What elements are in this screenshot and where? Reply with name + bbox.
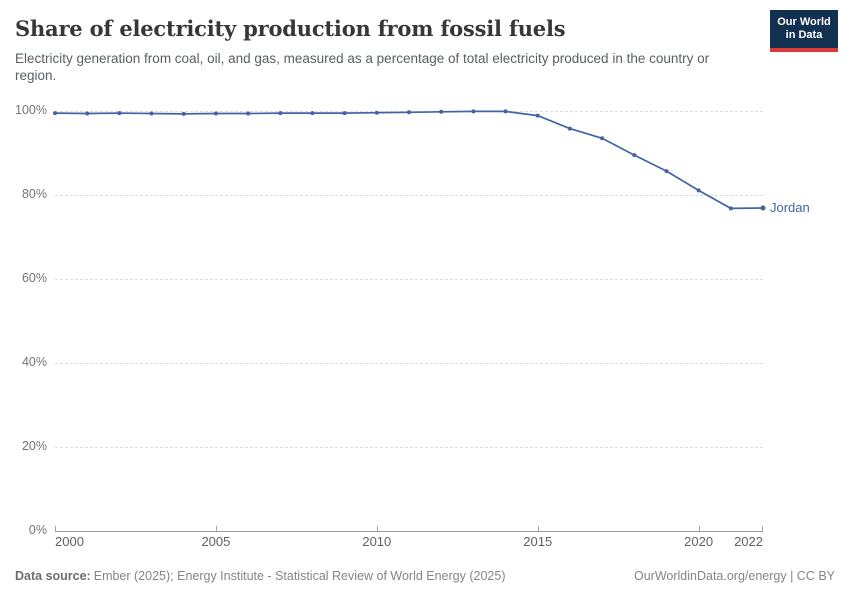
data-point bbox=[374, 110, 379, 115]
y-tick-label: 40% bbox=[21, 355, 47, 369]
chart-header: Share of electricity production from fos… bbox=[15, 10, 838, 84]
data-point bbox=[310, 111, 315, 116]
data-point bbox=[181, 111, 186, 116]
y-tick-label: 60% bbox=[21, 271, 47, 285]
data-point bbox=[246, 111, 251, 116]
gridline bbox=[55, 279, 763, 280]
x-tick bbox=[376, 526, 378, 531]
y-axis: 0% 20% 40% 60% 80% 100% bbox=[0, 103, 47, 537]
data-point bbox=[471, 109, 476, 114]
data-point bbox=[664, 169, 669, 174]
data-point bbox=[760, 205, 766, 211]
data-point bbox=[407, 110, 411, 115]
owid-logo-line1: Our World bbox=[777, 16, 831, 28]
data-point bbox=[213, 111, 218, 116]
credit-link[interactable]: OurWorldinData.org/energy | CC BY bbox=[633, 569, 835, 583]
x-tick-label: 2005 bbox=[201, 534, 231, 549]
data-point bbox=[117, 111, 122, 116]
data-source: Data source: Ember (2025); Energy Institu… bbox=[15, 569, 505, 583]
data-point bbox=[278, 111, 283, 116]
data-point bbox=[696, 188, 701, 193]
chart-subtitle: Electricity generation from coal, oil, a… bbox=[15, 51, 710, 83]
data-point bbox=[342, 111, 347, 116]
owid-logo: Our World in Data bbox=[770, 10, 838, 52]
y-tick-label: 20% bbox=[21, 439, 47, 453]
data-point bbox=[567, 126, 572, 131]
series-svg bbox=[53, 109, 766, 211]
x-tick-label: 2000 bbox=[55, 534, 84, 549]
x-tick-label: 2015 bbox=[523, 534, 553, 549]
chart-footer: Data source: Ember (2025); Energy Institu… bbox=[15, 569, 835, 583]
x-tick-label: 2020 bbox=[684, 534, 714, 549]
y-tick-label: 100% bbox=[15, 103, 47, 117]
gridline bbox=[55, 195, 763, 196]
data-point bbox=[53, 111, 57, 116]
data-point bbox=[632, 153, 637, 158]
data-source-text: Ember (2025); Energy Institute - Statist… bbox=[93, 569, 506, 583]
data-point bbox=[439, 109, 444, 114]
x-axis: 2000 2005 2010 2015 2020 2022 bbox=[55, 526, 763, 556]
data-source-label: Data source: bbox=[15, 569, 91, 583]
chart-title: Share of electricity production from fos… bbox=[15, 16, 566, 41]
data-point bbox=[728, 206, 733, 211]
x-tick bbox=[762, 526, 763, 531]
data-point bbox=[600, 136, 605, 141]
gridline bbox=[55, 447, 763, 448]
data-point bbox=[503, 109, 508, 114]
owid-logo-line2: in Data bbox=[785, 29, 823, 41]
x-tick-label: 2022 bbox=[734, 534, 763, 549]
data-point bbox=[85, 111, 90, 116]
series-line-jordan bbox=[54, 110, 764, 210]
data-point bbox=[535, 113, 540, 118]
x-tick bbox=[698, 526, 700, 531]
x-axis-line bbox=[55, 530, 763, 532]
series-end-label[interactable]: Jordan bbox=[770, 200, 810, 216]
plot-area: Jordan bbox=[53, 109, 810, 532]
x-tick bbox=[55, 526, 56, 531]
y-tick-label: 80% bbox=[21, 187, 47, 201]
y-tick-label: 0% bbox=[28, 523, 47, 537]
x-tick bbox=[537, 526, 539, 531]
x-tick bbox=[215, 526, 217, 531]
gridline bbox=[55, 363, 763, 364]
x-tick-label: 2010 bbox=[362, 534, 392, 549]
data-point bbox=[149, 111, 154, 116]
